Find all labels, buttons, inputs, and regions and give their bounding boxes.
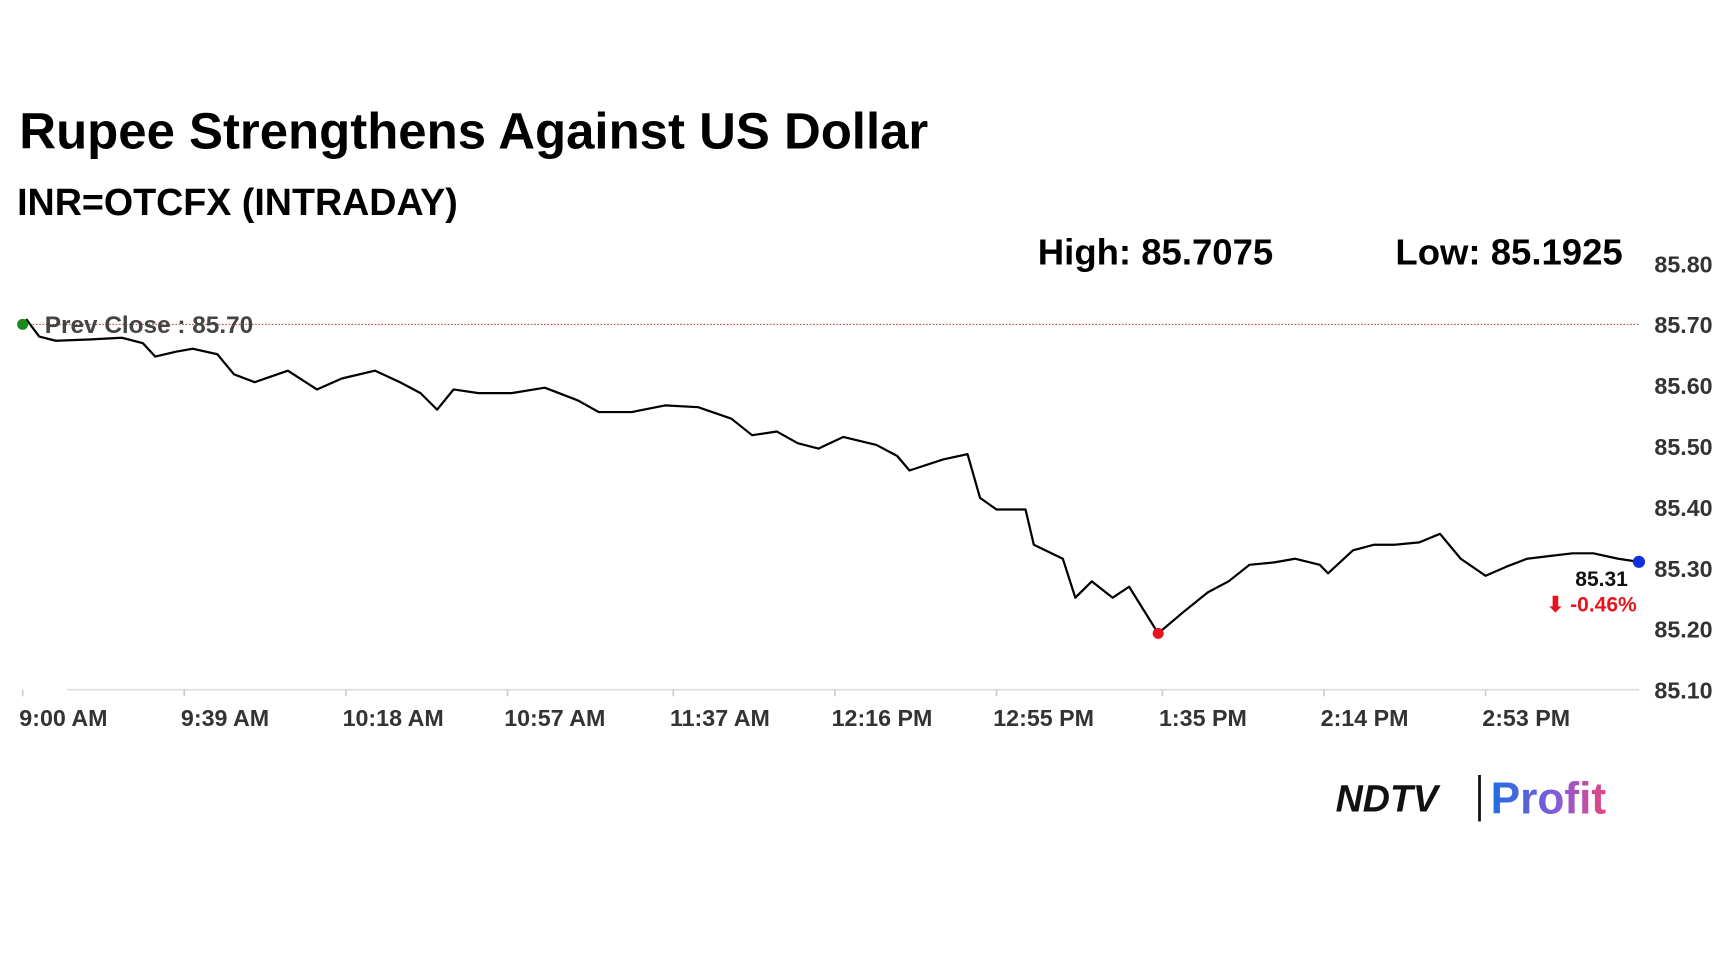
price-line	[21, 318, 1640, 635]
last-dot	[1632, 555, 1646, 568]
x-tick-label: 1:35 PM	[1159, 705, 1247, 731]
x-tick-label: 10:57 AM	[504, 705, 605, 731]
y-tick-label: 85.40	[1654, 495, 1712, 521]
high-label: High: 85.7075	[1038, 232, 1273, 273]
x-tick-label: 2:14 PM	[1321, 705, 1409, 731]
change-label: ⬇ -0.46%	[1547, 594, 1637, 617]
x-tick-label: 12:55 PM	[993, 705, 1094, 731]
y-tick-label: 85.10	[1654, 678, 1712, 704]
chart-subtitle: INR=OTCFX (INTRADAY)	[17, 181, 458, 223]
chart-title: Rupee Strengthens Against US Dollar	[19, 102, 928, 159]
prev-close-label: Prev Close : 85.70	[45, 312, 253, 339]
y-tick-label: 85.60	[1654, 373, 1712, 399]
start-dot	[17, 318, 29, 330]
logo-product: Profit	[1491, 775, 1607, 824]
x-tick-label: 12:16 PM	[832, 705, 933, 731]
y-tick-label: 85.30	[1654, 556, 1712, 582]
low-dot	[1152, 627, 1164, 639]
y-tick-label: 85.20	[1654, 617, 1712, 643]
y-tick-label: 85.50	[1654, 434, 1712, 460]
y-tick-label: 85.80	[1654, 251, 1712, 277]
x-tick-label: 11:37 AM	[670, 705, 770, 731]
y-tick-label: 85.70	[1654, 312, 1712, 338]
logo-brand: NDTV	[1336, 777, 1441, 819]
x-tick-label: 9:39 AM	[181, 705, 269, 731]
x-tick-label: 2:53 PM	[1482, 705, 1570, 731]
x-tick-label: 10:18 AM	[343, 705, 444, 731]
x-tick-label: 9:00 AM	[19, 705, 107, 731]
last-value-label: 85.31	[1575, 568, 1628, 591]
low-label: Low: 85.1925	[1395, 232, 1622, 273]
